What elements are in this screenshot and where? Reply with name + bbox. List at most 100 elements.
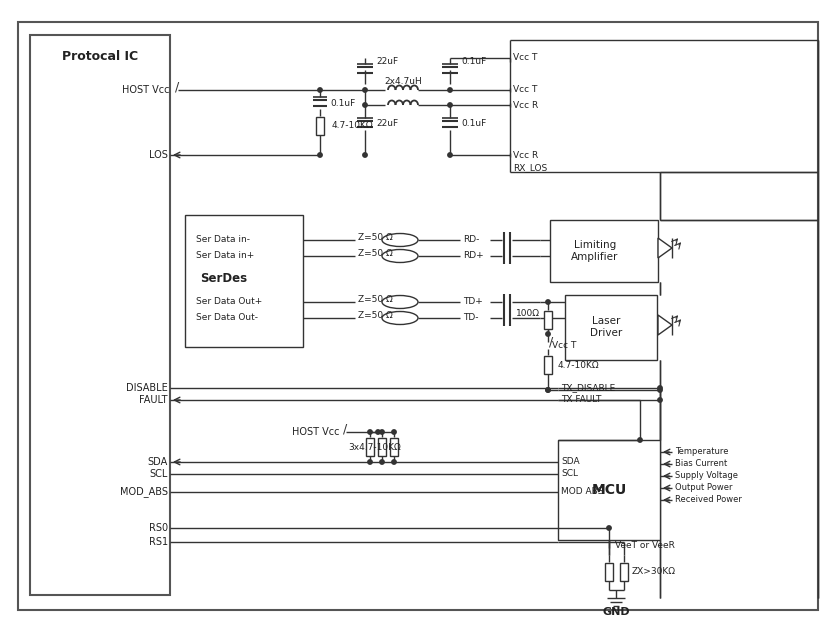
- Text: Laser
Driver: Laser Driver: [590, 316, 623, 338]
- Text: Vcc T: Vcc T: [552, 341, 576, 350]
- Bar: [544, 311, 552, 329]
- Text: Z=50 Ω: Z=50 Ω: [358, 234, 393, 242]
- Polygon shape: [658, 238, 672, 258]
- Circle shape: [362, 88, 367, 92]
- Bar: [366, 438, 374, 456]
- Text: Supply Voltage: Supply Voltage: [675, 472, 738, 480]
- Text: 4.7-10KΩ: 4.7-10KΩ: [332, 121, 373, 130]
- Text: Z=50 Ω: Z=50 Ω: [358, 312, 393, 320]
- Text: /: /: [175, 80, 180, 93]
- Text: MOD ABS: MOD ABS: [561, 488, 603, 497]
- Bar: [316, 117, 324, 135]
- Text: RS1: RS1: [149, 537, 168, 547]
- Text: HOST Vcc: HOST Vcc: [122, 85, 170, 95]
- Ellipse shape: [382, 234, 418, 247]
- Text: SDA: SDA: [148, 457, 168, 467]
- Text: SCL: SCL: [149, 469, 168, 479]
- Circle shape: [546, 388, 550, 392]
- Text: Vcc T: Vcc T: [513, 85, 537, 95]
- Text: HOST Vcc: HOST Vcc: [293, 427, 340, 437]
- Text: 22uF: 22uF: [376, 120, 399, 128]
- Circle shape: [367, 460, 373, 464]
- Circle shape: [658, 386, 662, 390]
- Text: SerDes: SerDes: [200, 272, 248, 285]
- Circle shape: [448, 153, 452, 157]
- Circle shape: [380, 430, 384, 434]
- Text: TD-: TD-: [463, 313, 478, 323]
- Text: 22uF: 22uF: [376, 57, 399, 67]
- Text: 4.7-10KΩ: 4.7-10KΩ: [558, 361, 600, 369]
- Bar: [550, 220, 658, 282]
- Text: MOD_ABS: MOD_ABS: [120, 487, 168, 497]
- Circle shape: [318, 88, 322, 92]
- Circle shape: [380, 460, 384, 464]
- Circle shape: [362, 153, 367, 157]
- Text: Output Power: Output Power: [675, 483, 732, 493]
- Text: Limiting
Amplifier: Limiting Amplifier: [571, 240, 618, 262]
- Bar: [565, 295, 657, 360]
- Ellipse shape: [382, 249, 418, 262]
- Text: Z=50 Ω: Z=50 Ω: [358, 295, 393, 305]
- Circle shape: [546, 332, 550, 336]
- Circle shape: [658, 388, 662, 392]
- Circle shape: [607, 526, 611, 530]
- Circle shape: [367, 430, 373, 434]
- Text: Vcc R: Vcc R: [513, 151, 539, 159]
- Text: 100Ω: 100Ω: [516, 310, 540, 318]
- Text: Protocal IC: Protocal IC: [62, 50, 138, 64]
- Circle shape: [392, 430, 396, 434]
- Circle shape: [362, 103, 367, 107]
- Text: RD-: RD-: [463, 235, 479, 244]
- Text: /: /: [343, 422, 347, 435]
- Text: Received Power: Received Power: [675, 495, 742, 505]
- Text: SDA: SDA: [561, 457, 580, 467]
- Circle shape: [546, 388, 550, 392]
- Text: RD+: RD+: [463, 252, 483, 260]
- Text: 0.1uF: 0.1uF: [461, 57, 487, 67]
- Bar: [390, 438, 398, 456]
- Text: RS0: RS0: [149, 523, 168, 533]
- Circle shape: [448, 103, 452, 107]
- Text: Ser Data Out-: Ser Data Out-: [196, 313, 258, 323]
- Text: LOS: LOS: [149, 150, 168, 160]
- Text: ZX>30KΩ: ZX>30KΩ: [632, 568, 676, 576]
- Text: /: /: [549, 336, 553, 348]
- Text: GND: GND: [602, 607, 630, 617]
- Text: Vcc T: Vcc T: [513, 54, 537, 62]
- Text: 3x4.7-10KΩ: 3x4.7-10KΩ: [348, 444, 401, 452]
- Text: TX FAULT: TX FAULT: [561, 396, 602, 404]
- Circle shape: [318, 153, 322, 157]
- Bar: [620, 563, 628, 581]
- Circle shape: [638, 438, 642, 442]
- Ellipse shape: [382, 295, 418, 308]
- Text: Bias Current: Bias Current: [675, 460, 727, 468]
- Circle shape: [658, 398, 662, 402]
- Text: Ser Data in-: Ser Data in-: [196, 235, 250, 244]
- Text: Vcc R: Vcc R: [513, 100, 539, 110]
- Text: DISABLE: DISABLE: [126, 383, 168, 393]
- Text: 2x4.7uH: 2x4.7uH: [384, 77, 422, 85]
- Text: FAULT: FAULT: [139, 395, 168, 405]
- Circle shape: [546, 300, 550, 304]
- Text: Ser Data in+: Ser Data in+: [196, 252, 254, 260]
- Bar: [185, 215, 303, 347]
- Text: SCL: SCL: [561, 470, 578, 478]
- Text: MCU: MCU: [591, 483, 627, 497]
- Text: RX_LOS: RX_LOS: [513, 163, 547, 173]
- Text: Temperature: Temperature: [675, 447, 728, 457]
- Text: TD+: TD+: [463, 298, 482, 307]
- Bar: [558, 440, 660, 540]
- Text: TX_DISABLE: TX_DISABLE: [561, 384, 615, 392]
- Text: VeeT or VeeR: VeeT or VeeR: [615, 541, 675, 549]
- Bar: [544, 356, 552, 374]
- Bar: [378, 438, 386, 456]
- Text: 0.1uF: 0.1uF: [461, 120, 487, 128]
- Ellipse shape: [382, 312, 418, 325]
- Circle shape: [376, 430, 380, 434]
- Bar: [605, 563, 613, 581]
- Circle shape: [448, 88, 452, 92]
- Bar: [30, 35, 170, 595]
- Text: 0.1uF: 0.1uF: [330, 98, 355, 108]
- Text: Z=50 Ω: Z=50 Ω: [358, 249, 393, 259]
- Text: Ser Data Out+: Ser Data Out+: [196, 298, 263, 307]
